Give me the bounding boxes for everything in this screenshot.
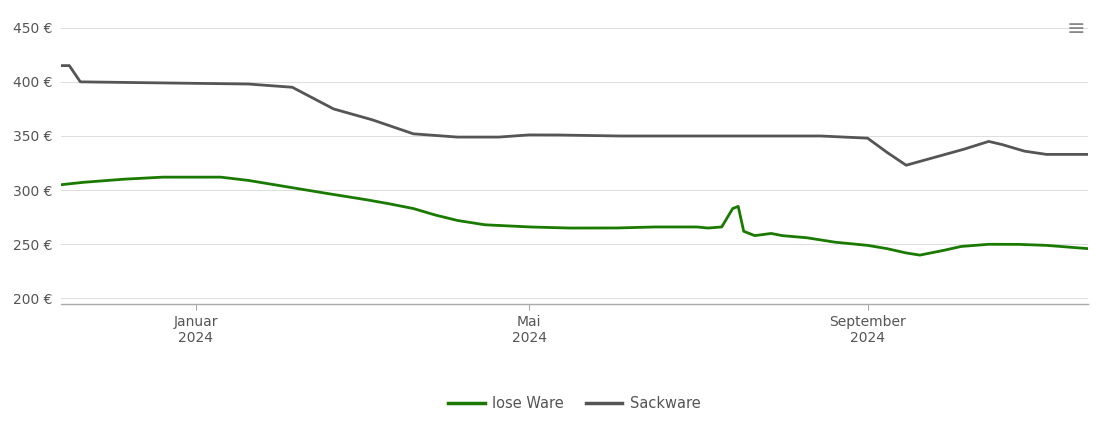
Legend: lose Ware, Sackware: lose Ware, Sackware bbox=[443, 390, 706, 417]
Text: ≡: ≡ bbox=[1067, 19, 1086, 39]
